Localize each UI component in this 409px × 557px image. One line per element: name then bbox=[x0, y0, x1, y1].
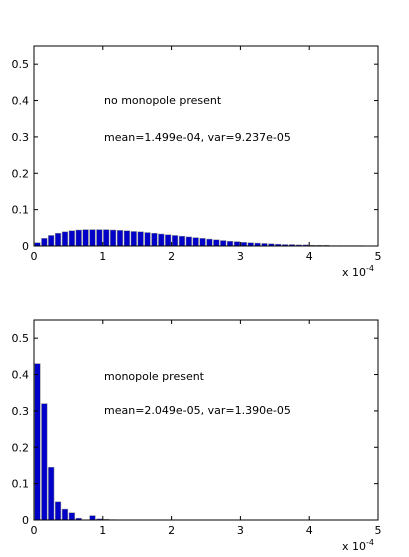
annotation-label: no monopole present bbox=[104, 94, 222, 107]
y-tick-label: 0 bbox=[22, 240, 29, 253]
bar bbox=[158, 233, 165, 247]
ticks-group: 0 1 2 3 4 5 0 0.1 0.2 0.3 0.4 0.5 bbox=[12, 46, 382, 263]
bar bbox=[165, 234, 172, 247]
annotation-stats: mean=2.049e-05, var=1.390e-05 bbox=[104, 404, 291, 417]
bar bbox=[178, 235, 185, 247]
bar bbox=[48, 235, 55, 247]
bars-group bbox=[34, 229, 378, 247]
bar bbox=[41, 238, 48, 247]
bar bbox=[130, 231, 137, 247]
bar bbox=[41, 403, 48, 521]
x-exponent-power: -4 bbox=[366, 538, 374, 547]
bar bbox=[199, 238, 206, 247]
x-exponent-base: x 10 bbox=[342, 266, 366, 279]
histogram-no-monopole: 0 1 2 3 4 5 0 0.1 0.2 0.3 0.4 0.5 no monopole prese… bbox=[12, 45, 382, 279]
ticks-group: 0 1 2 3 4 5 0 0.1 0.2 0.3 0.4 0.5 bbox=[12, 320, 382, 537]
bar bbox=[75, 229, 82, 247]
y-tick-label: 0.2 bbox=[12, 167, 30, 180]
bar bbox=[82, 229, 89, 247]
y-tick-label: 0 bbox=[22, 514, 29, 527]
x-exponent-label: x 10-4 bbox=[342, 538, 374, 553]
x-tick-label: 3 bbox=[237, 250, 244, 263]
bar bbox=[185, 236, 192, 247]
bar bbox=[96, 229, 103, 247]
y-tick-label: 0.4 bbox=[12, 369, 30, 382]
bar bbox=[68, 230, 75, 247]
x-tick-label: 4 bbox=[306, 250, 313, 263]
y-tick-label: 0.3 bbox=[12, 131, 30, 144]
bar bbox=[110, 229, 117, 247]
annotation-stats: mean=1.499e-04, var=9.237e-05 bbox=[104, 131, 291, 144]
x-tick-label: 5 bbox=[375, 250, 382, 263]
y-tick-label: 0.3 bbox=[12, 405, 30, 418]
bar bbox=[137, 231, 144, 247]
axes-frame bbox=[33, 45, 379, 247]
histogram-monopole: 0 1 2 3 4 500.10.20.30.40.5 monopole present … bbox=[12, 319, 382, 553]
bars-group bbox=[34, 363, 117, 521]
bar bbox=[171, 235, 179, 247]
bar bbox=[240, 242, 247, 247]
x-tick-label: 5 bbox=[375, 524, 382, 537]
bar bbox=[233, 241, 241, 247]
x-tick-label: 1 bbox=[99, 524, 106, 537]
bar bbox=[61, 231, 69, 247]
y-tick-label: 0.5 bbox=[12, 332, 30, 345]
x-tick-label: 2 bbox=[168, 250, 175, 263]
x-exponent-base: x 10 bbox=[342, 540, 366, 553]
x-tick-label: 0 bbox=[31, 524, 38, 537]
y-tick-label: 0.5 bbox=[12, 58, 30, 71]
annotation-label: monopole present bbox=[104, 370, 205, 383]
bar bbox=[151, 233, 158, 247]
bar bbox=[61, 508, 69, 521]
x-exponent-label: x 10-4 bbox=[342, 264, 374, 279]
y-tick-label: 0.4 bbox=[12, 95, 30, 108]
y-tick-label: 0.1 bbox=[12, 478, 30, 491]
x-tick-label: 4 bbox=[306, 524, 313, 537]
y-tick-label: 0.2 bbox=[12, 441, 30, 454]
bar bbox=[192, 237, 199, 247]
x-tick-label: 3 bbox=[237, 524, 244, 537]
y-tick-label: 0.1 bbox=[12, 204, 30, 217]
bar bbox=[89, 515, 96, 521]
bar bbox=[144, 232, 151, 247]
bar bbox=[103, 229, 110, 247]
bar bbox=[55, 233, 62, 247]
bar bbox=[34, 363, 41, 521]
bar bbox=[48, 467, 55, 521]
axes-frame bbox=[33, 319, 379, 521]
bar bbox=[206, 238, 213, 247]
x-exponent-power: -4 bbox=[366, 264, 374, 273]
bar bbox=[89, 229, 96, 247]
bar bbox=[220, 240, 227, 247]
bar bbox=[55, 501, 62, 521]
bar bbox=[123, 230, 130, 247]
x-tick-label: 0 bbox=[31, 250, 38, 263]
bar bbox=[227, 241, 234, 247]
bar bbox=[68, 512, 75, 521]
x-tick-label: 1 bbox=[99, 250, 106, 263]
x-tick-label: 2 bbox=[168, 524, 175, 537]
bar bbox=[116, 230, 124, 247]
bar bbox=[213, 239, 220, 247]
